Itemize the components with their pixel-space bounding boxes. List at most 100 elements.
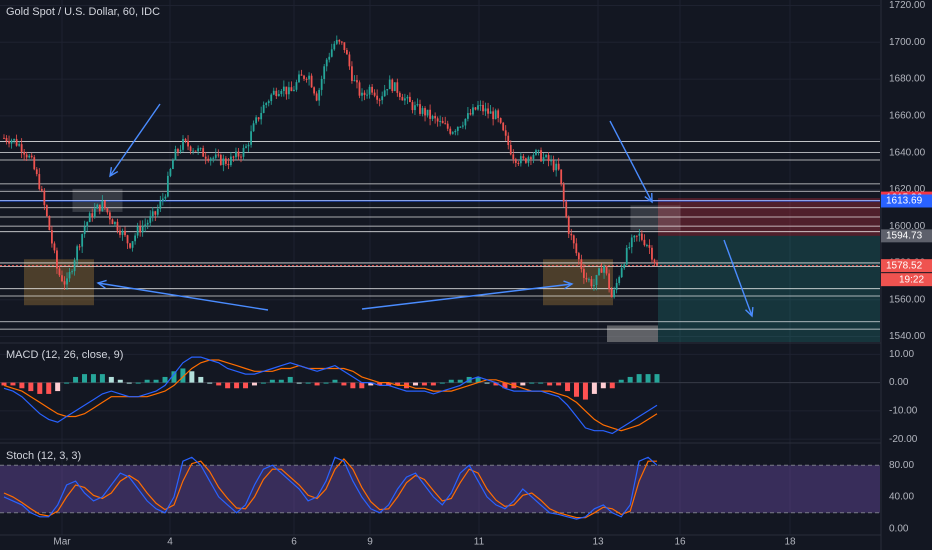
candle-body	[250, 131, 252, 145]
arrow-left-head	[96, 279, 107, 289]
candle-body	[23, 151, 26, 155]
candle-body	[86, 222, 89, 227]
macd-histogram-bar	[99, 374, 105, 383]
macd-histogram-bar	[502, 382, 508, 389]
macd-histogram-bar	[341, 382, 347, 386]
candle-body	[141, 226, 144, 233]
macd-histogram-bar	[251, 382, 257, 386]
candle-body	[93, 208, 96, 218]
candle-body	[406, 96, 409, 99]
candle-body	[8, 141, 10, 144]
candle-body	[10, 140, 13, 144]
countdown-label: 19:22	[899, 274, 924, 285]
price-tag-bg	[881, 259, 932, 273]
candle-body	[446, 123, 449, 129]
macd-histogram-bar	[609, 382, 615, 389]
candle-body	[411, 102, 414, 111]
candle-body	[217, 154, 220, 156]
candle-body	[461, 125, 464, 127]
candle-body	[35, 169, 38, 175]
candle-body	[643, 239, 646, 246]
candle-body	[235, 151, 237, 158]
candle-body	[638, 233, 641, 236]
candle-body	[545, 154, 547, 158]
candle-body	[192, 150, 194, 152]
macd-histogram-bar	[46, 382, 52, 394]
candle-body	[18, 144, 21, 146]
candle-body	[603, 266, 605, 273]
macd-histogram-bar	[547, 382, 553, 386]
candle-body	[267, 101, 270, 104]
candle-body	[335, 39, 338, 44]
candle-body	[504, 130, 507, 136]
candle-body	[222, 158, 225, 165]
candle-body	[106, 208, 109, 213]
candle-body	[197, 148, 200, 152]
candle-body	[245, 146, 247, 148]
candle-body	[129, 243, 131, 248]
macd-histogram-bar	[591, 382, 597, 394]
macd-histogram-bar	[475, 376, 481, 383]
arrow-right-head	[563, 280, 574, 290]
candle-body	[552, 160, 555, 171]
macd-histogram-bar	[430, 382, 436, 386]
macd-title: MACD (12, 26, close, 9)	[6, 349, 124, 361]
candle-body	[388, 79, 391, 90]
macd-histogram-bar	[28, 382, 34, 392]
candle-body	[381, 96, 384, 101]
macd-histogram-bar	[126, 382, 132, 384]
candle-body	[348, 54, 351, 67]
candle-body	[345, 50, 348, 55]
candle-body	[154, 211, 157, 215]
candle-body	[98, 204, 101, 211]
candle-body	[177, 149, 179, 152]
candle-body	[618, 277, 621, 284]
candle-body	[459, 126, 462, 128]
candle-body	[519, 156, 522, 164]
candle-body	[366, 94, 368, 96]
candle-body	[547, 154, 550, 162]
candle-body	[605, 266, 608, 274]
candle-body	[582, 269, 585, 278]
price-tick-label: 1680.00	[889, 74, 926, 85]
candle-body	[56, 250, 58, 269]
candle-body	[315, 93, 318, 101]
candle-body	[572, 235, 575, 244]
candle-body	[449, 128, 452, 134]
candle-body	[507, 135, 510, 146]
stoch-pane	[0, 456, 880, 520]
candle-body	[305, 78, 308, 80]
candle-body	[451, 132, 454, 134]
macd-histogram-bar	[269, 379, 275, 383]
candle-body	[174, 149, 177, 161]
arrow-down-right	[609, 120, 653, 203]
candle-body	[325, 59, 328, 67]
macd-histogram-bar	[225, 382, 231, 389]
candle-body	[630, 237, 633, 248]
candle-body	[494, 110, 497, 120]
candle-body	[290, 87, 293, 92]
candle-body	[212, 157, 215, 159]
stoch-k-line	[3, 456, 658, 520]
candle-body	[414, 105, 416, 111]
macd-histogram-bar	[82, 374, 88, 383]
candle-body	[646, 245, 648, 247]
candle-body	[219, 154, 222, 165]
candle-body	[595, 275, 598, 285]
candle-body	[323, 66, 326, 80]
candle-body	[330, 49, 333, 57]
macd-histogram-bar	[108, 376, 114, 383]
candle-body	[214, 154, 217, 158]
candle-body	[114, 221, 116, 225]
macd-histogram-bar	[377, 382, 383, 386]
candle-body	[580, 259, 583, 270]
arrow-down-left	[109, 103, 161, 177]
candle-body	[124, 230, 126, 236]
candle-body	[83, 226, 86, 235]
macd-histogram-bar	[636, 374, 642, 383]
macd-histogram-bar	[37, 382, 43, 394]
candle-body	[333, 43, 336, 50]
macd-histogram-bar	[439, 382, 445, 384]
